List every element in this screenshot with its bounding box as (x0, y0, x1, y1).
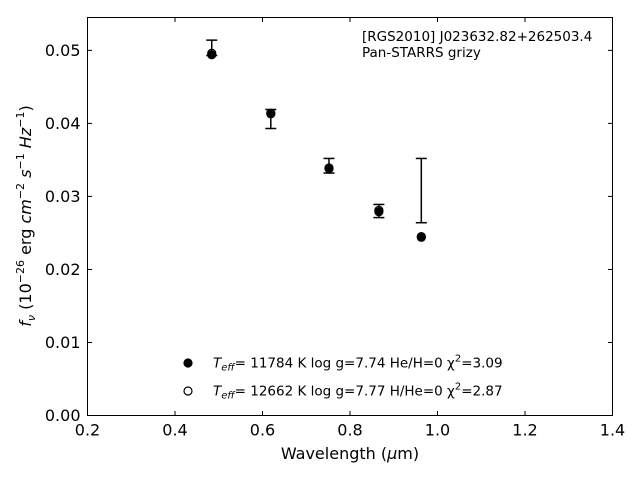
x-tick-label: 1.0 (425, 421, 450, 440)
open-model-point (207, 48, 217, 58)
y-tick-label: 0.00 (45, 406, 81, 425)
legend-label: Teff= 11784 K log g=7.74 He/H=0 χ2=3.09 (213, 354, 503, 374)
x-axis-label: Wavelength (μm) (281, 444, 419, 463)
x-tick-label: 1.4 (600, 421, 625, 440)
y-tick-label: 0.02 (45, 260, 81, 279)
axis-ticks: 0.2 0.4 0.6 0.8 1.0 1.2 1.4 0.00 0.01 0.02 0.03 0.0… (45, 17, 625, 440)
x-tick-label: 0.8 (337, 421, 362, 440)
annotation-survey: Pan-STARRS grizy (362, 45, 481, 61)
y-tick-label: 0.01 (45, 333, 81, 352)
open-model-point (374, 205, 384, 215)
legend-label: Teff= 12662 K log g=7.77 H/He=0 χ2=2.87 (213, 382, 503, 402)
x-tick-label: 0.6 (250, 421, 275, 440)
annotation-object-name: [RGS2010] J023632.82+262503.4 (362, 29, 592, 45)
y-axis-label: fν (10−26 erg cm−2 s−1 Hz−1) (14, 105, 38, 326)
legend-marker-open (183, 386, 193, 396)
open-model-point (266, 109, 276, 119)
open-model-point (416, 232, 426, 242)
y-tick-label: 0.03 (45, 187, 81, 206)
y-tick-label: 0.04 (45, 114, 81, 133)
error-bars (206, 39, 427, 224)
x-tick-label: 0.4 (162, 421, 187, 440)
legend: Teff= 11784 K log g=7.74 He/H=0 χ2=3.09 T… (183, 354, 503, 402)
y-tick-label: 0.05 (45, 41, 81, 60)
open-model-point (324, 164, 334, 174)
x-tick-label: 1.2 (512, 421, 537, 440)
data-points (207, 48, 426, 242)
x-tick-label: 0.2 (75, 421, 100, 440)
legend-marker-filled (183, 358, 193, 368)
